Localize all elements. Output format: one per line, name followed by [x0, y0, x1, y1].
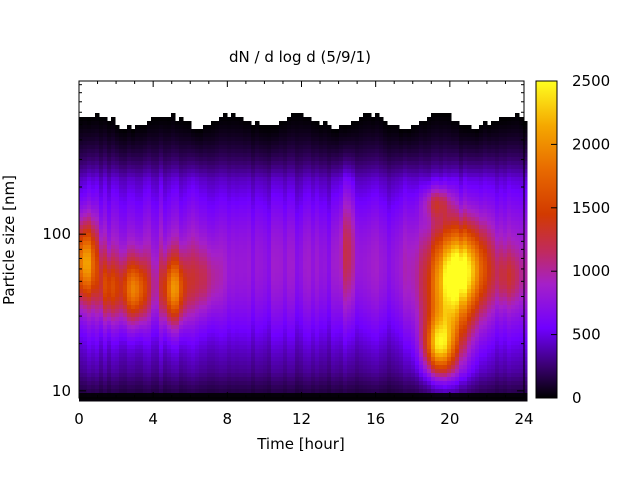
x-tick-label: 8: [223, 410, 233, 428]
colorbar-axis: 0 500 1000 1500 2000 2500: [551, 72, 610, 407]
plot-area: [79, 81, 528, 402]
colorbar-tick-label: 1500: [572, 199, 610, 217]
y-axis-label: Particle size [nm]: [0, 175, 18, 305]
x-tick-label: 12: [292, 410, 311, 428]
colorbar-tick-label: 2500: [572, 72, 610, 90]
x-tick-label: 24: [514, 410, 533, 428]
colorbar-tick-label: 2000: [572, 135, 610, 153]
colorbar-tick-label: 1000: [572, 262, 610, 280]
chart-title: dN / d log d (5/9/1): [229, 48, 371, 66]
colorbar: [535, 80, 558, 399]
y-tick-label: 100: [42, 225, 71, 243]
x-axis-label: Time [hour]: [256, 435, 345, 453]
y-axis: 10 100: [42, 84, 524, 400]
colorbar-tick-label: 0: [572, 389, 582, 407]
x-tick-label: 16: [366, 410, 385, 428]
x-tick-label: 20: [440, 410, 459, 428]
y-tick-label: 10: [52, 382, 71, 400]
x-tick-label: 0: [74, 410, 84, 428]
colorbar-tick-label: 500: [572, 326, 601, 344]
x-axis: 0 4 8 12 16 20 24: [74, 81, 534, 428]
x-tick-label: 4: [148, 410, 158, 428]
